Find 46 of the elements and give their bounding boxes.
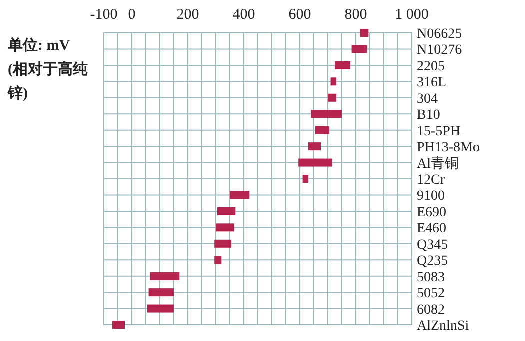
bar (147, 304, 174, 313)
y-tick-label: 2205 (417, 59, 445, 74)
bar (217, 207, 236, 216)
y-tick-label: PH13-8Mo (417, 140, 480, 156)
y-tick-label: N06625 (417, 27, 462, 42)
bar (112, 321, 125, 329)
x-tick-label: 0 (128, 7, 136, 23)
x-tick-label: 200 (176, 7, 200, 23)
x-tick-label: -100 (90, 7, 118, 23)
x-tick-label: 800 (344, 7, 368, 23)
y-tick-label: AlZnlnSi (417, 319, 470, 334)
y-tick-label: 6082 (417, 302, 445, 318)
bar (352, 45, 368, 54)
bar (315, 126, 330, 134)
bar (335, 61, 350, 70)
y-tick-label: Q345 (417, 238, 448, 253)
y-tick-label: 5052 (417, 286, 445, 302)
y-tick-label: 304 (417, 92, 438, 107)
bar (216, 224, 234, 232)
bar (214, 256, 222, 264)
y-tick-label: E460 (417, 222, 447, 237)
y-tick-label: E690 (417, 205, 447, 220)
y-tick-label: Al青铜 (417, 156, 459, 172)
bar (302, 175, 308, 183)
y-tick-label: 15-5PH (417, 124, 461, 140)
x-tick-label: 600 (288, 7, 312, 23)
y-tick-label: 5083 (417, 270, 445, 286)
bar (148, 288, 174, 297)
bar (330, 78, 336, 86)
bar (308, 142, 321, 151)
y-tick-label: N10276 (417, 43, 462, 58)
y-tick-label: Q235 (417, 254, 448, 270)
bar (328, 94, 336, 102)
bar (230, 191, 250, 200)
bar (311, 110, 342, 118)
y-tick-label: 316L (417, 76, 447, 91)
text: 单位: mV (相对于高纯锌) (8, 36, 89, 104)
bar (214, 240, 232, 248)
x-tick-label: 1 000 (395, 7, 429, 23)
x-tick-label: 400 (232, 7, 256, 23)
y-tick-label: 9100 (417, 189, 445, 204)
y-tick-label: B10 (417, 108, 440, 124)
y-tick-label: 12Cr (417, 173, 446, 188)
bar (298, 158, 332, 167)
bar (150, 272, 180, 280)
bar (360, 29, 369, 37)
